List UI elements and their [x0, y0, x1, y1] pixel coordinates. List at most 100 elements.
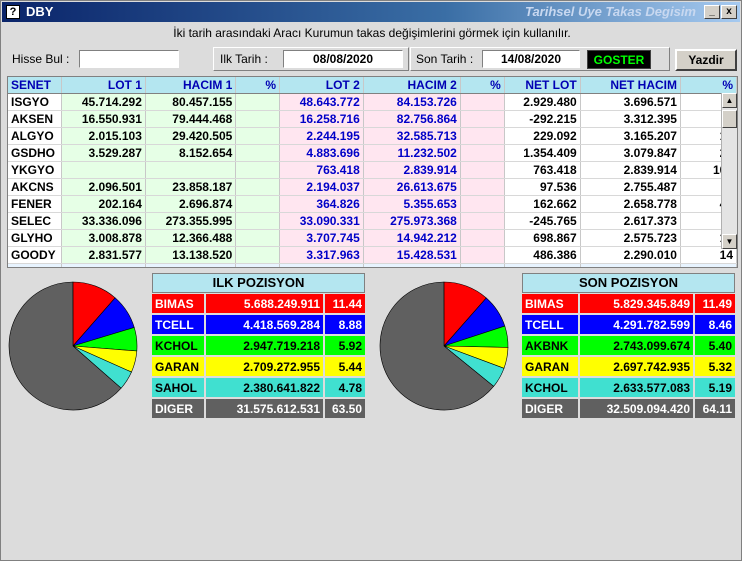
table-cell: 2.015.103 — [61, 127, 146, 145]
table-row[interactable]: SELEC 33.336.096 273.355.995 33.090.331 275.… — [8, 212, 737, 230]
table-row[interactable]: ALGYO 2.015.103 29.420.505 2.244.195 32.585.… — [8, 127, 737, 145]
table-cell — [235, 93, 281, 111]
table-cell: GOODY — [8, 246, 63, 264]
position-symbol: KCHOL — [522, 378, 578, 397]
table-cell: SELEC — [8, 212, 63, 230]
table-cell: 33.090.331 — [279, 212, 364, 230]
table-cell: FENER — [8, 195, 63, 213]
table-cell: 26.613.675 — [363, 178, 461, 196]
table-cell — [680, 263, 737, 267]
position-value: 2.743.099.674 — [578, 336, 693, 355]
table-cell: 5.162.341.327 — [61, 263, 146, 267]
table-cell: 3.317.963 — [279, 246, 364, 264]
table-cell: 15.428.531 — [363, 246, 461, 264]
app-name: DBY — [26, 4, 54, 19]
position-value: 31.575.612.531 — [204, 399, 323, 418]
table-cell: 33.336.096 — [61, 212, 146, 230]
table-cell: 29.420.505 — [145, 127, 237, 145]
position-value: 2.947.719.218 — [204, 336, 323, 355]
table-cell — [235, 110, 281, 128]
table-row[interactable]: FENER 202.164 2.696.874 364.826 5.355.653 162… — [8, 195, 737, 213]
table-cell: 16.550.931 — [61, 110, 146, 128]
table-cell: 5.280.378.147 — [279, 263, 364, 267]
table-cell: 162.662 — [504, 195, 581, 213]
position-value: 5.829.345.849 — [578, 294, 693, 313]
position-percent: 5.44 — [323, 357, 365, 376]
table-header[interactable]: SENET LOT 1 HACIM 1% LOT 2 HACIM 2% NET LOT NE… — [8, 77, 737, 94]
table-cell: 2.194.037 — [279, 178, 364, 196]
position-symbol: AKBNK — [522, 336, 578, 355]
app-icon[interactable]: ? — [6, 5, 20, 19]
pie-slice-diger — [379, 281, 495, 411]
table-row[interactable]: AKSEN 16.550.931 79.444.468 16.258.716 82.75… — [8, 110, 737, 128]
table-cell: 698.867 — [504, 229, 581, 247]
table-cell: ALGYO — [8, 127, 63, 145]
table-cell: 2.839.914 — [580, 161, 681, 179]
position-value: 32.509.094.420 — [578, 399, 693, 418]
table-cell: 2.575.723 — [580, 229, 681, 247]
position-symbol: SAHOL — [152, 378, 204, 397]
table-cell: 2.929.480 — [504, 93, 581, 111]
table-cell: 2.617.373 — [580, 212, 681, 230]
table-cell — [460, 144, 505, 162]
position-symbol: DIGER — [152, 399, 204, 418]
son-tarih-input[interactable]: 14/08/2020 — [482, 50, 580, 68]
position-percent: 8.46 — [693, 315, 735, 334]
yazdir-button[interactable]: Yazdir — [675, 49, 737, 71]
table-row[interactable]: GLYHO 3.008.878 12.366.488 3.707.745 14.942.… — [8, 229, 737, 247]
minimize-button[interactable]: _ — [704, 5, 720, 19]
position-percent: 4.78 — [323, 378, 365, 397]
table-cell: 2.831.577 — [61, 246, 146, 264]
table-cell: ISGYO — [8, 93, 63, 111]
goster-button[interactable]: GOSTER — [587, 50, 651, 69]
column-header: NET LOT — [504, 77, 581, 94]
table-cell: 45.714.292 — [61, 93, 146, 111]
position-percent: 5.92 — [323, 336, 365, 355]
table-cell — [460, 229, 505, 247]
table-row[interactable]: ISGYO 45.714.292 80.457.155 48.643.772 84.15… — [8, 93, 737, 111]
table-cell: 48.643.772 — [279, 93, 364, 111]
table-cell — [235, 212, 281, 230]
table-cell: 100,00 — [235, 263, 281, 267]
totals-row[interactable]: 5.162.341.32749.720.065.722100,005.280.3… — [8, 263, 737, 267]
scroll-down-button[interactable]: ▼ — [722, 234, 737, 249]
position-row: TCELL 4.291.782.599 8.46 — [522, 315, 735, 334]
table-cell — [235, 161, 281, 179]
table-cell — [460, 110, 505, 128]
table-cell: 50.704.642.563 — [363, 263, 461, 267]
table-row[interactable]: GSDHO 3.529.287 8.152.654 4.883.696 11.232.5… — [8, 144, 737, 162]
position-symbol: GARAN — [522, 357, 578, 376]
column-header: NET HACIM — [580, 77, 681, 94]
table-cell: 3.079.847 — [580, 144, 681, 162]
column-header: % — [460, 77, 505, 94]
scroll-up-button[interactable]: ▲ — [722, 93, 737, 108]
table-cell — [235, 127, 281, 145]
pie-slice-diger — [8, 281, 122, 411]
table-cell: 14.942.212 — [363, 229, 461, 247]
ilk-tarih-input[interactable]: 08/08/2020 — [283, 50, 403, 68]
table-cell — [460, 178, 505, 196]
table-cell — [235, 178, 281, 196]
close-button[interactable]: x — [721, 5, 737, 19]
table-cell — [460, 212, 505, 230]
ilk-tarih-group — [213, 47, 409, 71]
table-row[interactable]: GOODY 2.831.577 13.138.520 3.317.963 15.428.… — [8, 246, 737, 264]
table-row[interactable]: AKCNS 2.096.501 23.858.187 2.194.037 26.613.… — [8, 178, 737, 196]
position-percent: 11.49 — [693, 294, 735, 313]
position-value: 4.291.782.599 — [578, 315, 693, 334]
table-cell: 229.092 — [504, 127, 581, 145]
table-cell — [235, 229, 281, 247]
position-value: 2.709.272.955 — [204, 357, 323, 376]
table-cell — [460, 246, 505, 264]
scroll-thumb[interactable] — [722, 110, 737, 128]
hisse-bul-input[interactable] — [79, 50, 179, 68]
table-cell: GLYHO — [8, 229, 63, 247]
position-symbol: TCELL — [522, 315, 578, 334]
table-cell: 2.839.914 — [363, 161, 461, 179]
table-cell: 8.152.654 — [145, 144, 237, 162]
position-value: 2.633.577.083 — [578, 378, 693, 397]
ilk-pozisyon-table: BIMAS 5.688.249.911 11.44 TCELL 4.418.569.28… — [152, 292, 365, 420]
vertical-scrollbar[interactable]: ▲ ▼ — [721, 93, 737, 249]
